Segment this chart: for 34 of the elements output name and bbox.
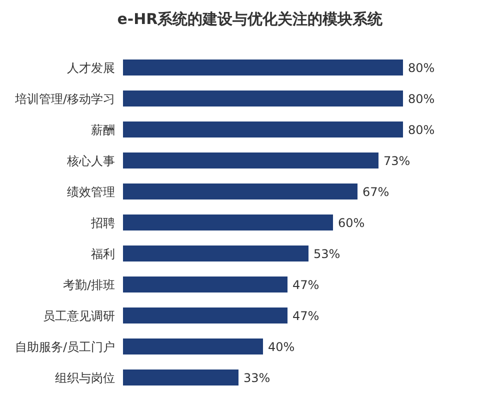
data-label: 67% <box>362 185 390 199</box>
y-tick-label: 考勤/排班 <box>62 278 115 292</box>
y-tick-label: 培训管理/移动学习 <box>14 92 115 106</box>
data-label: 60% <box>338 216 365 230</box>
y-tick-label: 核心人事 <box>66 154 115 168</box>
y-tick-label: 绩效管理 <box>67 185 115 199</box>
data-label: 80% <box>408 123 435 137</box>
data-label: 80% <box>408 92 435 106</box>
y-tick-label: 薪酬 <box>91 123 115 137</box>
bar <box>123 60 403 76</box>
y-tick-label: 组织与岗位 <box>55 371 115 385</box>
bar <box>123 184 358 200</box>
data-label: 47% <box>292 278 320 292</box>
bar <box>123 338 263 354</box>
data-label: 40% <box>268 340 295 354</box>
bar <box>123 308 288 324</box>
chart-title: e-HR系统的建设与优化关注的模块系统 <box>117 10 384 28</box>
bar <box>123 370 238 386</box>
y-tick-label: 福利 <box>91 247 115 261</box>
y-tick-label: 自助服务/员工门户 <box>14 340 115 354</box>
bar <box>123 276 288 292</box>
bar <box>123 246 308 262</box>
data-label: 53% <box>314 247 340 261</box>
bar <box>123 122 403 138</box>
data-label: 73% <box>384 154 410 168</box>
y-tick-label: 招聘 <box>90 216 115 230</box>
data-label: 80% <box>408 61 435 75</box>
y-tick-label: 员工意见调研 <box>43 309 115 323</box>
bar <box>123 90 403 106</box>
y-tick-label: 人才发展 <box>67 61 115 75</box>
bar <box>123 152 378 168</box>
data-label: 47% <box>292 309 320 323</box>
data-label: 33% <box>244 371 270 385</box>
bar <box>123 214 333 230</box>
